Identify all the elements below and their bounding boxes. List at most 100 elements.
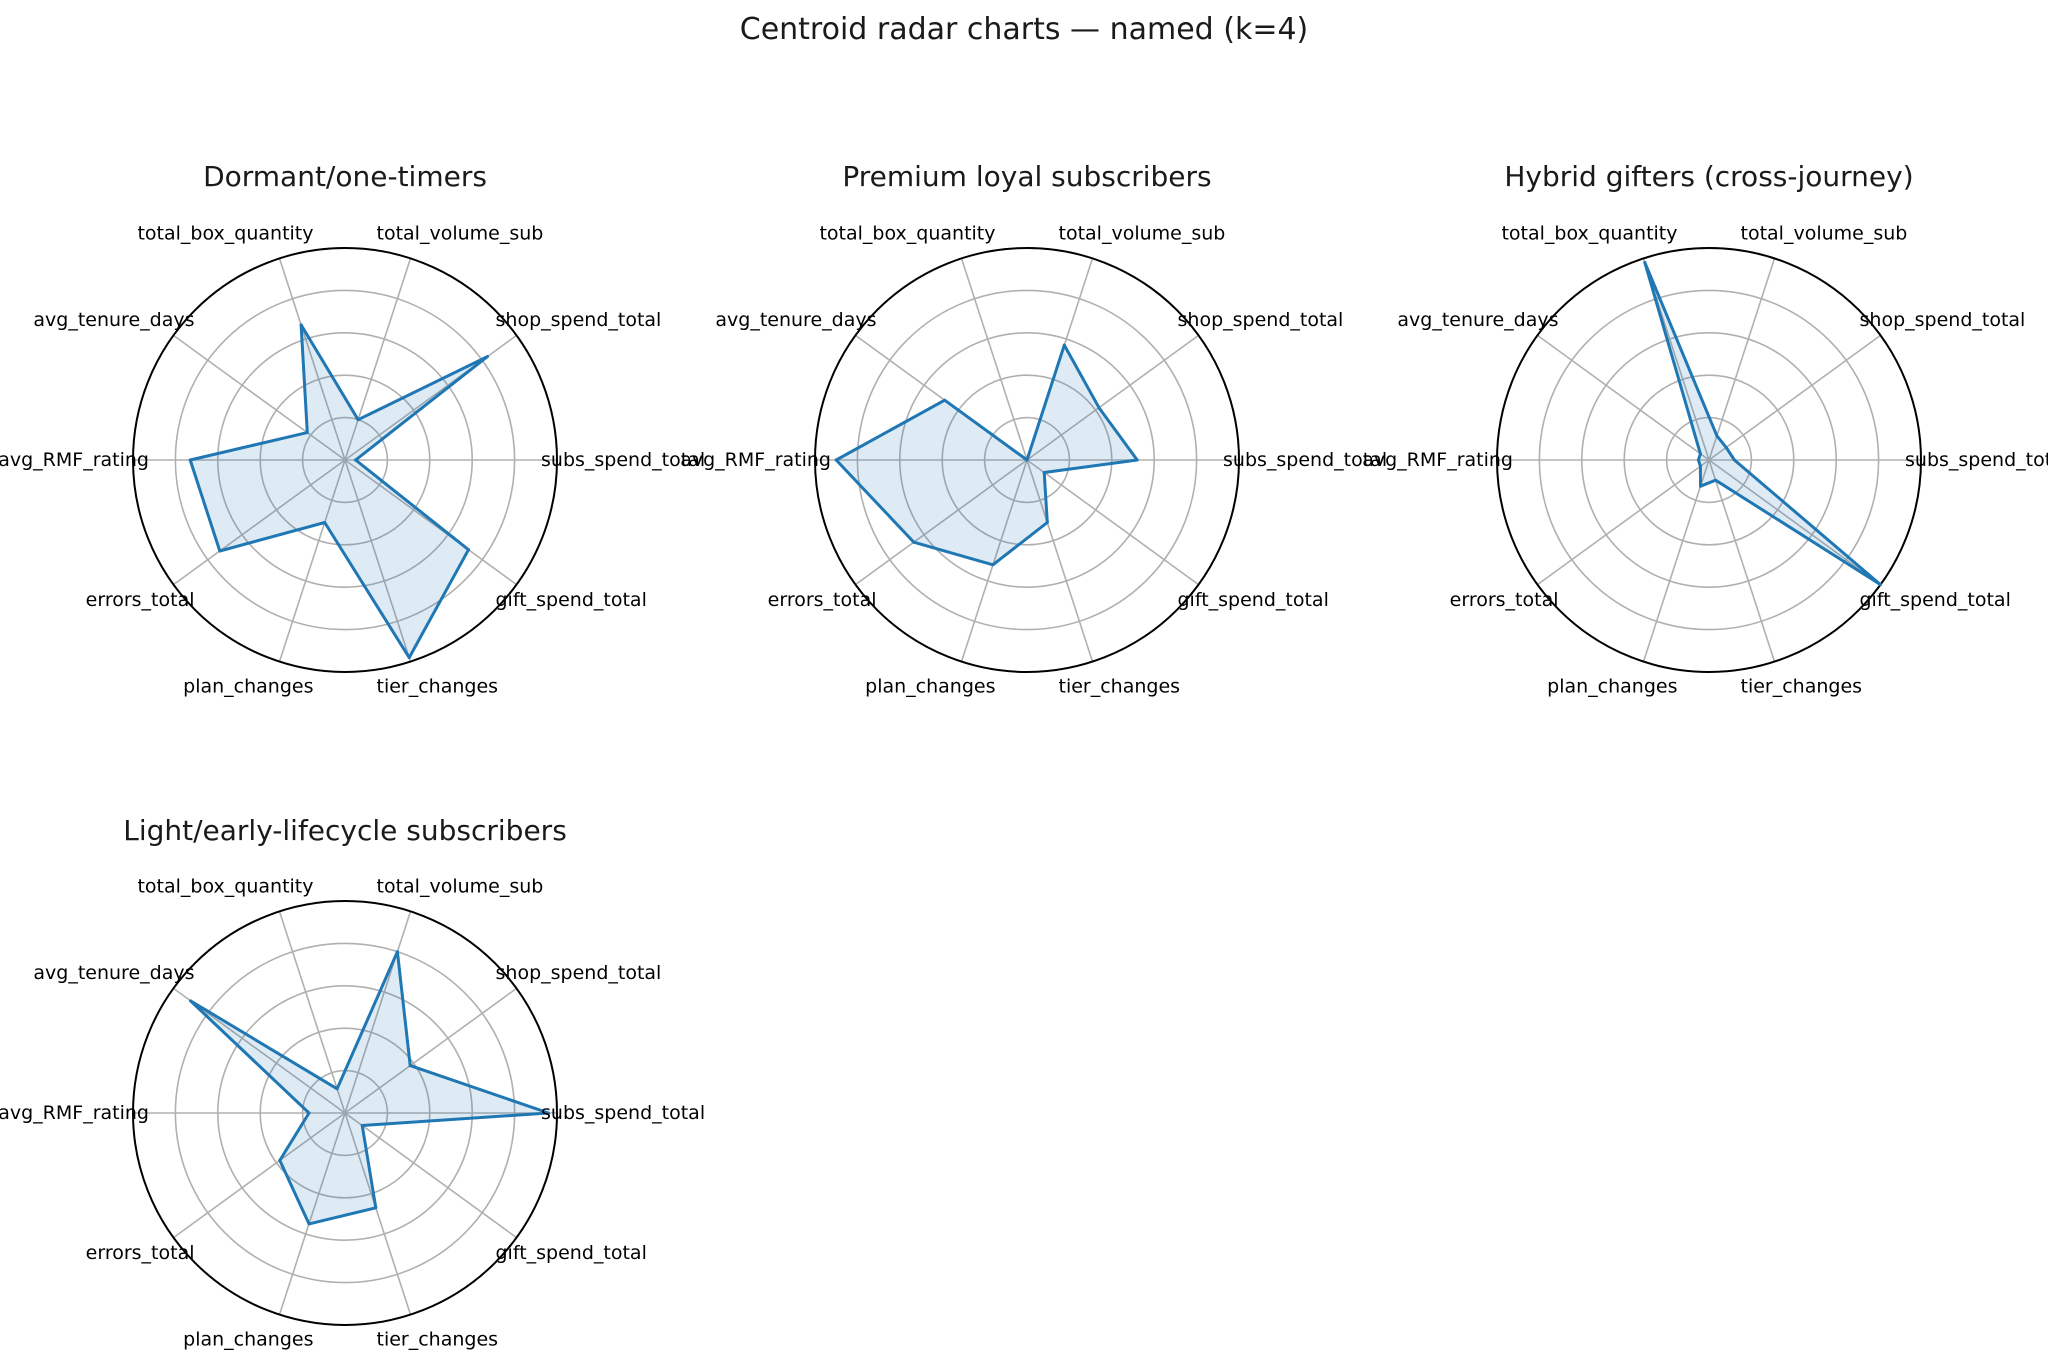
- spoke: [1026, 334, 1199, 461]
- series-fill: [190, 951, 549, 1224]
- axis-label-shop-spend-total: shop_spend_total: [496, 962, 662, 984]
- spoke: [1708, 334, 1881, 461]
- data-point-avg-tenure-days: [189, 999, 193, 1003]
- axis-label-avg-tenure-days: avg_tenure_days: [33, 962, 194, 984]
- data-point-avg-tenure-days: [943, 398, 947, 402]
- axis-label-plan-changes: plan_changes: [183, 1328, 313, 1350]
- data-point-errors-total: [218, 549, 222, 553]
- spoke: [278, 459, 346, 662]
- data-point-subs-spend-total: [354, 458, 358, 462]
- data-point-tier-changes: [407, 656, 411, 660]
- radar-frame: [1496, 247, 1922, 673]
- axis-label-avg-tenure-days: avg_tenure_days: [715, 309, 876, 331]
- data-point-total-box-quantity: [1643, 260, 1647, 264]
- spoke: [278, 911, 346, 1114]
- spoke: [1026, 459, 1094, 662]
- series-fill: [190, 324, 488, 658]
- radar-frame: [132, 900, 558, 1326]
- axis-label-tier-changes: tier_changes: [1059, 675, 1181, 697]
- data-point-avg-rmf-rating: [834, 458, 838, 462]
- data-point-gift-spend-total: [1042, 471, 1046, 474]
- data-point-tier-changes: [374, 1206, 378, 1210]
- data-point-errors-total: [1698, 464, 1702, 468]
- axis-label-gift-spend-total: gift_spend_total: [496, 1242, 647, 1264]
- spoke: [278, 1112, 346, 1315]
- axis-label-plan-changes: plan_changes: [1547, 675, 1677, 697]
- data-point-total-volume-sub: [395, 950, 399, 954]
- data-point-avg-rmf-rating: [188, 458, 192, 462]
- spoke: [1708, 258, 1776, 461]
- axis-label-total-volume-sub: total_volume_sub: [1741, 223, 1908, 245]
- axis-label-gift-spend-total: gift_spend_total: [1178, 589, 1329, 611]
- spoke: [344, 1112, 517, 1239]
- series-fill: [1644, 262, 1881, 585]
- data-point-shop-spend-total: [408, 1064, 412, 1068]
- panel-title: Dormant/one-timers: [203, 160, 487, 193]
- data-point-plan-changes: [307, 1222, 311, 1226]
- series-fill: [836, 345, 1138, 565]
- data-point-tier-changes: [1045, 521, 1049, 524]
- axis-label-avg-rmf-rating: avg_RMF_rating: [680, 449, 831, 471]
- data-point-avg-rmf-rating: [1696, 458, 1700, 462]
- radar-frame: [132, 247, 558, 673]
- radar-panel-light-early-lifecycle-subscribers: Light/early-lifecycle subscribers subs_sp…: [0, 814, 705, 1350]
- axis-label-total-volume-sub: total_volume_sub: [377, 876, 544, 898]
- axis-label-total-box-quantity: total_box_quantity: [137, 876, 313, 898]
- figure-title: Centroid radar charts — named (k=4): [739, 12, 1309, 47]
- data-point-shop-spend-total: [1724, 446, 1728, 449]
- axis-label-tier-changes: tier_changes: [377, 675, 499, 697]
- radar-frame: [814, 247, 1240, 673]
- spoke: [278, 258, 346, 461]
- data-point-errors-total: [278, 1158, 282, 1162]
- radar-panel-hybrid-gifters-cross-journey: Hybrid gifters (cross-journey) subs_spend…: [1362, 160, 2048, 697]
- axis-label-errors-total: errors_total: [86, 589, 195, 611]
- data-point-avg-tenure-days: [305, 431, 309, 435]
- axis-label-total-box-quantity: total_box_quantity: [1501, 223, 1677, 245]
- data-point-total-box-quantity: [335, 1087, 339, 1091]
- spoke: [1642, 459, 1710, 662]
- axis-label-errors-total: errors_total: [768, 589, 877, 611]
- axis-label-total-volume-sub: total_volume_sub: [377, 223, 544, 245]
- axis-label-avg-rmf-rating: avg_RMF_rating: [1362, 449, 1513, 471]
- spoke: [1708, 459, 1776, 662]
- axis-label-errors-total: errors_total: [86, 1242, 195, 1264]
- axis-label-plan-changes: plan_changes: [183, 675, 313, 697]
- axis-label-avg-tenure-days: avg_tenure_days: [1397, 309, 1558, 331]
- data-point-total-box-quantity: [299, 323, 303, 327]
- data-point-total-volume-sub: [1062, 343, 1066, 347]
- spoke: [344, 459, 517, 586]
- axis-label-tier-changes: tier_changes: [1741, 675, 1863, 697]
- axis-label-total-box-quantity: total_box_quantity: [137, 223, 313, 245]
- data-point-gift-spend-total: [1879, 583, 1882, 587]
- axis-label-total-volume-sub: total_volume_sub: [1059, 223, 1226, 245]
- spoke: [173, 1112, 346, 1239]
- axis-label-errors-total: errors_total: [1450, 589, 1559, 611]
- axis-label-plan-changes: plan_changes: [865, 675, 995, 697]
- spoke: [173, 334, 346, 461]
- data-point-gift-spend-total: [467, 548, 470, 552]
- spoke: [960, 258, 1028, 461]
- data-point-total-volume-sub: [1715, 434, 1719, 438]
- spoke: [344, 459, 412, 662]
- spoke: [344, 1112, 412, 1315]
- spoke: [855, 459, 1028, 586]
- data-point-errors-total: [912, 540, 916, 544]
- axis-label-tier-changes: tier_changes: [377, 1328, 499, 1350]
- axis-label-subs-spend-total: subs_spend_total: [1905, 449, 2048, 471]
- data-point-shop-spend-total: [485, 355, 489, 359]
- axis-label-avg-rmf-rating: avg_RMF_rating: [0, 449, 149, 471]
- spoke: [173, 459, 346, 586]
- axis-label-avg-tenure-days: avg_tenure_days: [33, 309, 194, 331]
- data-point-avg-tenure-days: [1698, 452, 1702, 456]
- data-point-total-box-quantity: [1025, 458, 1029, 462]
- data-point-plan-changes: [1699, 484, 1702, 488]
- spoke: [960, 459, 1028, 662]
- panel-title: Light/early-lifecycle subscribers: [123, 814, 567, 847]
- spoke: [1708, 459, 1881, 586]
- data-point-subs-spend-total: [1135, 458, 1139, 462]
- data-point-gift-spend-total: [360, 1124, 364, 1127]
- axis-label-shop-spend-total: shop_spend_total: [1178, 309, 1344, 331]
- series-line: [1643, 260, 1882, 587]
- data-point-tier-changes: [1714, 478, 1718, 482]
